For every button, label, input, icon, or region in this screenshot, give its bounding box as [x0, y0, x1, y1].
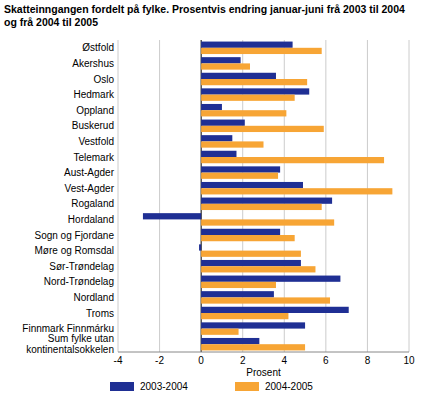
category-label: Sum fylke utankontinentalsokkelen — [26, 333, 114, 355]
tick-label: -4 — [114, 355, 123, 366]
grid-line — [118, 40, 119, 352]
category-label: Oslo — [93, 74, 114, 85]
bar — [201, 297, 330, 303]
tick-label: 8 — [365, 355, 371, 366]
category-label: Sogn og Fjordane — [34, 230, 114, 241]
tick-label: 0 — [198, 355, 204, 366]
bar — [201, 110, 286, 116]
category-label: Buskerud — [72, 120, 114, 131]
bar — [201, 42, 292, 48]
category-label: Aust-Agder — [64, 167, 115, 178]
bar — [201, 135, 232, 141]
category-label: Møre og Romsdal — [35, 245, 114, 256]
category-label: Akershus — [72, 58, 114, 69]
bar — [201, 173, 278, 179]
grid-line — [242, 40, 243, 352]
bar — [201, 198, 332, 204]
legend-label: 2004-2005 — [265, 381, 313, 392]
bar — [201, 73, 276, 79]
category-label: Vestfold — [78, 136, 114, 147]
category-label: Oppland — [76, 105, 114, 116]
bar — [201, 322, 305, 328]
legend-swatch — [110, 382, 134, 391]
grid-line — [325, 40, 326, 352]
category-label: Nordland — [73, 292, 114, 303]
bar — [199, 244, 201, 250]
tick-label: 10 — [403, 355, 415, 366]
tick-label: -2 — [155, 355, 164, 366]
title: Skatteinngangen fordelt på fylke. Prosen… — [4, 3, 405, 28]
bar — [201, 79, 307, 85]
bar — [201, 266, 315, 272]
legend-swatch — [235, 382, 259, 391]
category-label: Troms — [86, 308, 114, 319]
category-label: Sør-Trøndelag — [49, 261, 114, 272]
legend-label: 2003-2004 — [140, 381, 188, 392]
grid-line — [284, 40, 285, 352]
tick-label: 6 — [323, 355, 329, 366]
bar — [201, 276, 340, 282]
bar — [201, 104, 222, 110]
bar — [201, 219, 334, 225]
chart: Skatteinngangen fordelt på fylke. Prosen… — [0, 0, 426, 393]
bar — [201, 166, 280, 172]
category-label: Nord-Trøndelag — [44, 276, 114, 287]
tick-label: 4 — [282, 355, 288, 366]
tick-label: 2 — [240, 355, 246, 366]
bar — [201, 282, 276, 288]
grid — [118, 40, 409, 352]
bar — [201, 235, 295, 241]
bar — [201, 229, 280, 235]
bar — [201, 260, 301, 266]
bar — [201, 329, 238, 335]
bar — [201, 204, 322, 210]
bar — [201, 63, 250, 69]
bar — [201, 291, 274, 297]
category-label: Vest-Agder — [65, 183, 115, 194]
category-label: Telemark — [73, 152, 115, 163]
bar — [201, 338, 259, 344]
bar — [201, 126, 324, 132]
category-label: Hordaland — [68, 214, 114, 225]
bar — [201, 307, 349, 313]
bar — [201, 157, 384, 163]
bar — [201, 141, 263, 147]
bar — [201, 95, 295, 101]
bar — [201, 182, 303, 188]
grid-line — [367, 40, 368, 352]
category-label: Østfold — [82, 42, 114, 53]
bar — [201, 57, 240, 63]
bars — [143, 42, 392, 351]
bar — [201, 344, 305, 350]
category-label: Rogaland — [71, 198, 114, 209]
bar — [201, 88, 309, 94]
bar — [201, 48, 322, 54]
grid-line — [409, 40, 410, 352]
bar — [143, 213, 201, 219]
bar — [201, 251, 301, 257]
bar — [201, 188, 392, 194]
x-axis — [118, 352, 409, 353]
axis-label: Prosent — [246, 367, 281, 378]
bar — [201, 151, 236, 157]
bar — [201, 313, 288, 319]
grid-line — [201, 40, 202, 352]
legend: 2003-2004 2004-2005 — [110, 381, 313, 392]
grid-line — [159, 40, 160, 352]
bar — [201, 120, 245, 126]
category-label: Hedmark — [73, 89, 115, 100]
